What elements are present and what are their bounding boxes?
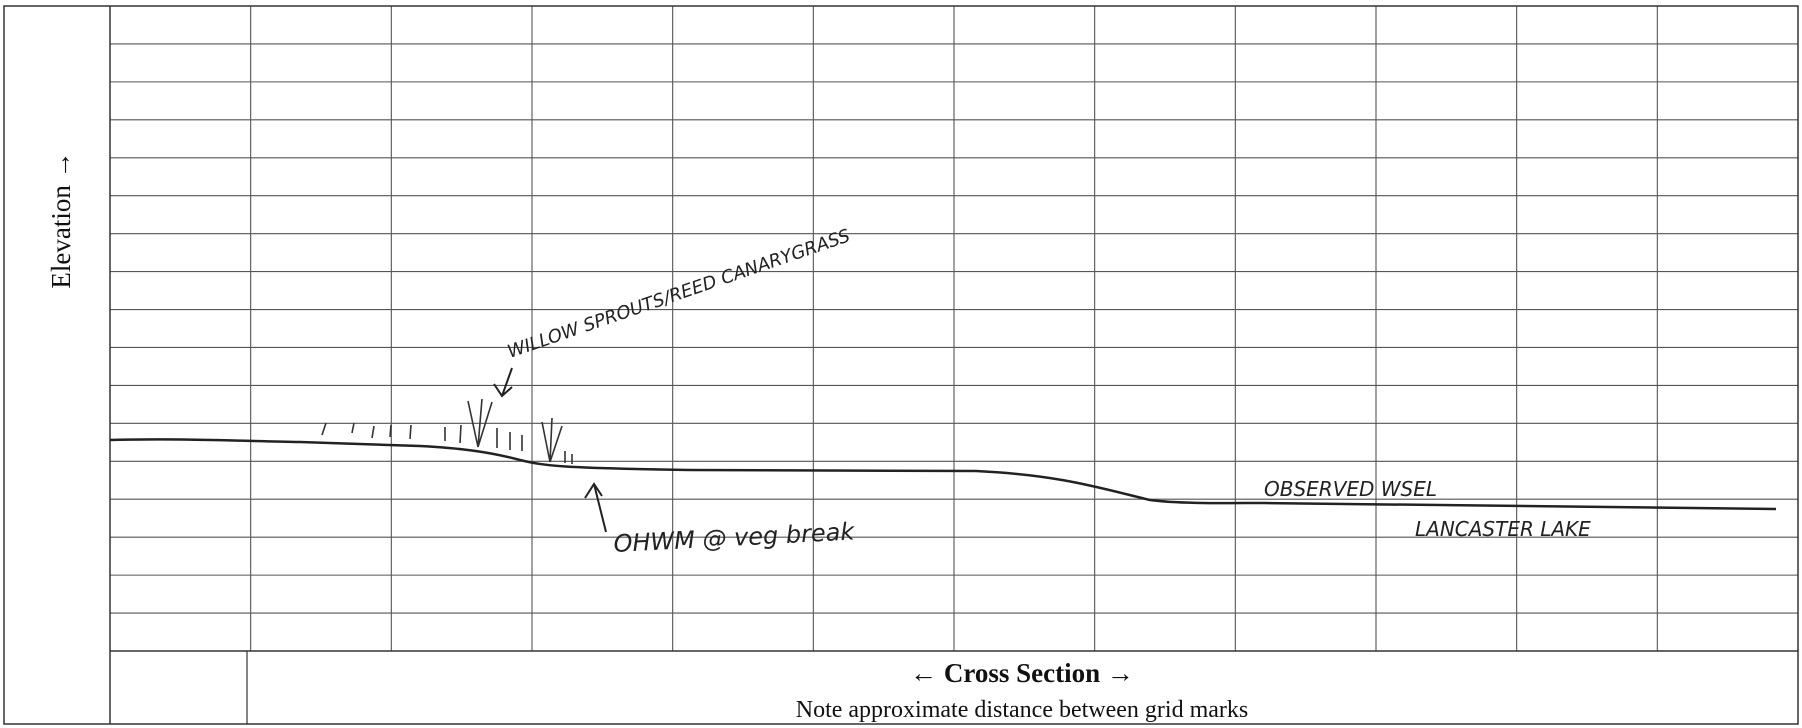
frame	[3, 5, 1799, 725]
vegetation	[321, 398, 573, 464]
ground-profile	[109, 438, 1777, 511]
note: Note approximate distance between grid m…	[796, 697, 1249, 723]
y-axis-label: Elevation →	[46, 151, 76, 288]
x-axis-label: ← Cross Section →	[910, 658, 1134, 688]
grid	[110, 6, 1798, 651]
annotation: OBSERVED WSEL	[1264, 477, 1437, 501]
arrow	[493, 367, 513, 398]
arrow	[584, 482, 607, 533]
annotation: LANCASTER LAKE	[1415, 517, 1591, 541]
